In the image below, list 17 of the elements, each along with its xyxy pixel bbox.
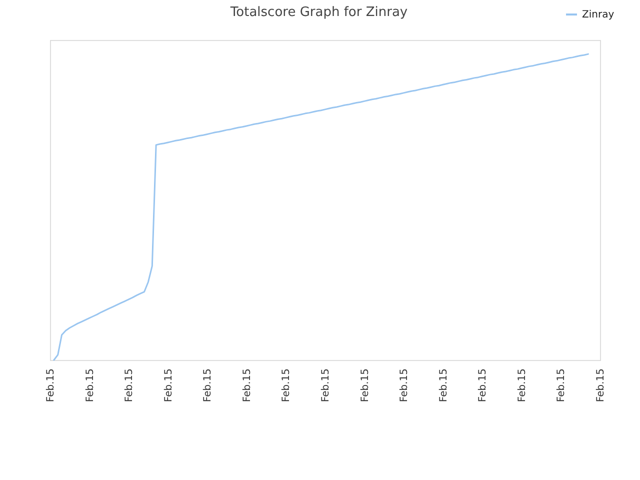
x-tick-label: Feb.15 bbox=[516, 368, 528, 402]
x-tick-label: Feb.15 bbox=[360, 368, 371, 402]
x-tick-label: Feb.15 bbox=[202, 368, 214, 402]
x-tick-label: Feb.15 bbox=[124, 368, 136, 402]
legend-label: Zinray bbox=[582, 10, 614, 20]
x-tick-label: Feb.15 bbox=[399, 368, 410, 402]
x-tick-label: Feb.15 bbox=[478, 368, 489, 402]
x-tick-label: Feb.15 bbox=[242, 368, 253, 402]
x-tick-label: Feb.15 bbox=[438, 368, 450, 402]
x-tick-label: Feb.15 bbox=[596, 368, 606, 402]
x-tick-label: Feb.15 bbox=[556, 368, 568, 402]
x-tick-label: Feb.15 bbox=[46, 368, 56, 402]
x-tick-label: Feb.15 bbox=[163, 368, 174, 402]
chart-title: Totalscore Graph for Zinray bbox=[229, 5, 408, 20]
x-tick-label: Feb.15 bbox=[320, 368, 332, 402]
x-tick-label: Feb.15 bbox=[281, 368, 292, 402]
x-tick-label: Feb.15 bbox=[84, 368, 96, 402]
